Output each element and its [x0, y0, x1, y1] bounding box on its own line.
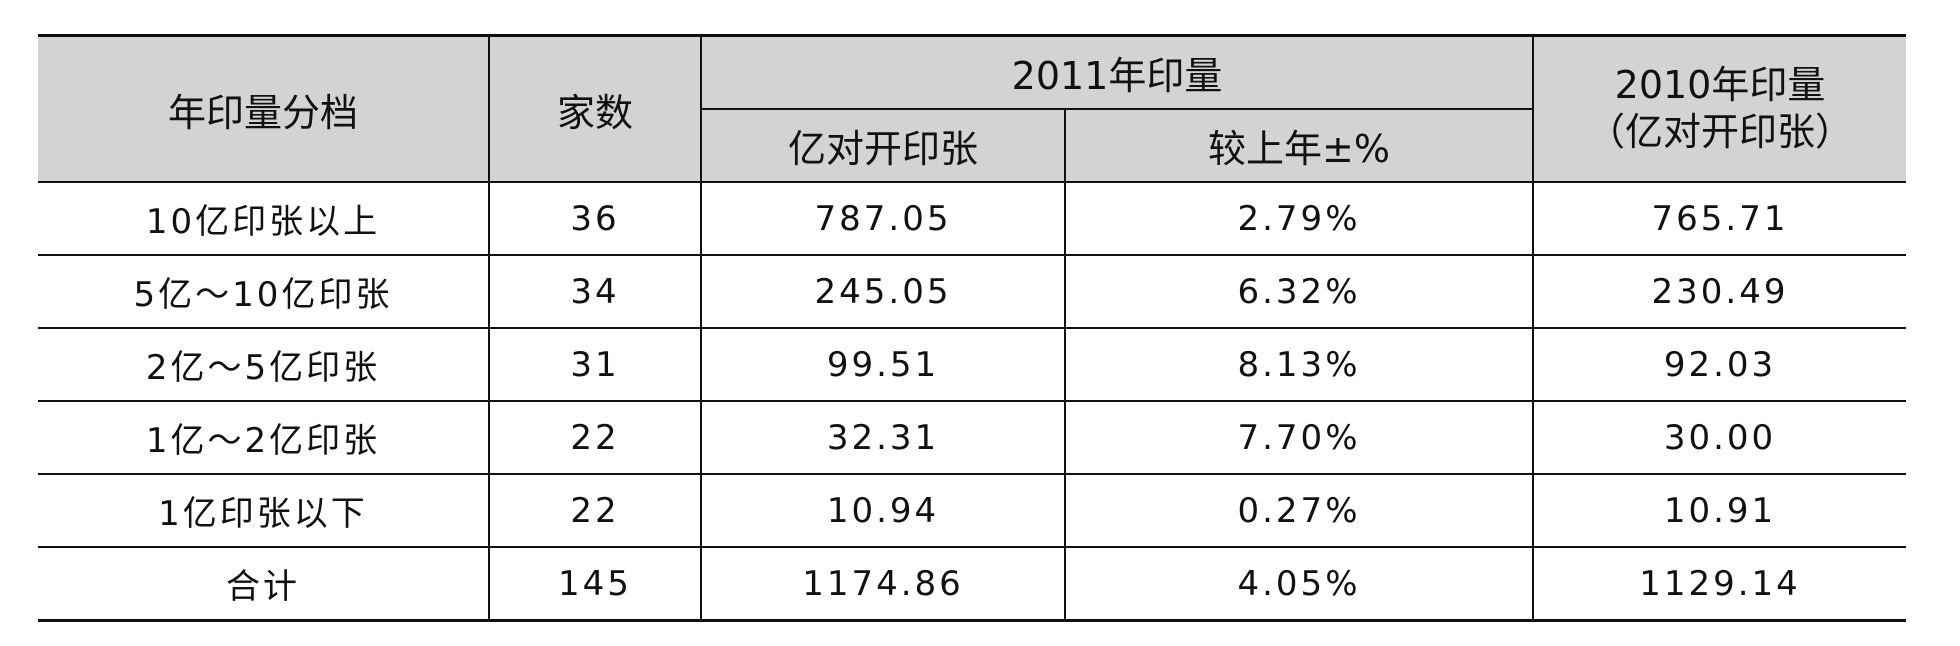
- table-cell: 1129.14: [1532, 547, 1906, 622]
- table-cell: 32.31: [700, 401, 1066, 475]
- table-cell: 4.05%: [1064, 547, 1534, 622]
- header-text: 2010年印量: [1614, 62, 1826, 107]
- table-cell: 5亿～10亿印张: [38, 255, 490, 329]
- table-cell: 8.13%: [1064, 328, 1534, 402]
- table-cell: 0.27%: [1064, 474, 1534, 548]
- header-text: （亿对开印张）: [1586, 110, 1853, 154]
- table-cell: 765.71: [1532, 182, 1906, 256]
- table-cell: 31: [488, 328, 702, 402]
- table-cell: 145: [488, 547, 702, 622]
- table-cell: 1亿印张以下: [38, 474, 490, 548]
- table-cell: 30.00: [1532, 401, 1906, 475]
- table-cell: 10亿印张以上: [38, 182, 490, 256]
- table-cell: 36: [488, 182, 702, 256]
- table-cell: 10.94: [700, 474, 1066, 548]
- header-cell: 2010年印量 （亿对开印张）: [1532, 34, 1906, 183]
- table-cell: 10.91: [1532, 474, 1906, 548]
- table-cell: 1174.86: [700, 547, 1066, 622]
- table-row: 5亿～10亿印张 34 245.05 6.32% 230.49: [38, 255, 1906, 329]
- table-cell: 99.51: [700, 328, 1066, 402]
- table-body: 10亿印张以上 36 787.05 2.79% 765.71 5亿～10亿印张 34 245.…: [38, 182, 1906, 622]
- header-cell: 家数: [488, 34, 702, 183]
- table-cell: 2亿～5亿印张: [38, 328, 490, 402]
- header-cell: 2011年印量: [700, 34, 1534, 110]
- table-cell: 22: [488, 401, 702, 475]
- table-row: 1亿～2亿印张 22 32.31 7.70% 30.00: [38, 401, 1906, 475]
- table-cell: 22: [488, 474, 702, 548]
- table-cell: 34: [488, 255, 702, 329]
- table-row: 合计 145 1174.86 4.05% 1129.14: [38, 547, 1906, 622]
- table-cell: 92.03: [1532, 328, 1906, 402]
- table-cell: 1亿～2亿印张: [38, 401, 490, 475]
- table-row: 2亿～5亿印张 31 99.51 8.13% 92.03: [38, 328, 1906, 402]
- table-cell: 6.32%: [1064, 255, 1534, 329]
- print-volume-table: 年印量分档 家数 2011年印量 2010年印量 （亿对开印张） 亿对开印张 较…: [38, 34, 1906, 622]
- table-row: 1亿印张以下 22 10.94 0.27% 10.91: [38, 474, 1906, 548]
- table-cell: 230.49: [1532, 255, 1906, 329]
- table-cell: 245.05: [700, 255, 1066, 329]
- table-row: 10亿印张以上 36 787.05 2.79% 765.71: [38, 182, 1906, 256]
- table-cell: 2.79%: [1064, 182, 1534, 256]
- table-header: 年印量分档 家数 2011年印量 2010年印量 （亿对开印张） 亿对开印张 较…: [38, 34, 1906, 183]
- header-cell: 年印量分档: [38, 34, 490, 183]
- table-cell: 787.05: [700, 182, 1066, 256]
- header-cell: 较上年±%: [1064, 109, 1533, 183]
- header-cell: 亿对开印张: [701, 109, 1066, 183]
- table-cell: 合计: [38, 547, 490, 622]
- table-cell: 7.70%: [1064, 401, 1534, 475]
